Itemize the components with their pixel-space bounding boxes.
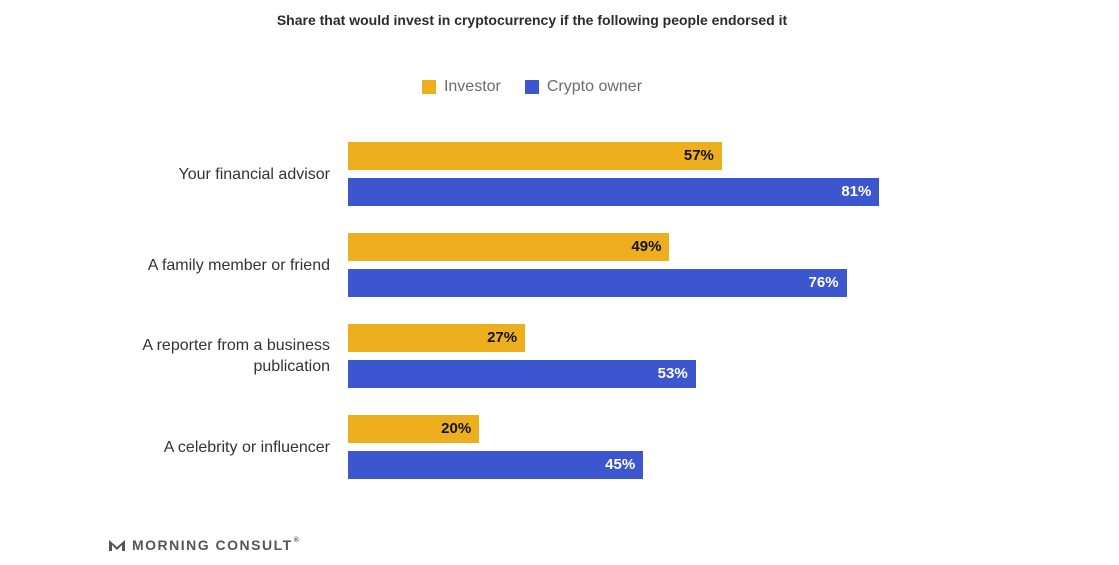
bar-investor-a-reporter-from-a-business-publication: 27% — [348, 324, 526, 352]
category-label-line: A celebrity or influencer — [163, 438, 330, 456]
data-label: 49% — [631, 238, 662, 255]
category-label-a-celebrity-or-influencer: A celebrity or influencer — [100, 437, 330, 458]
data-label: 81% — [841, 183, 872, 200]
data-label: 53% — [657, 365, 688, 382]
category-label-line: publication — [253, 358, 331, 375]
brand-logo: MORNING CONSULT® — [108, 537, 300, 553]
data-label: 76% — [808, 274, 839, 291]
data-label: 45% — [605, 456, 636, 473]
data-label: 20% — [441, 420, 472, 437]
bar-investor-a-celebrity-or-influencer: 20% — [348, 415, 480, 443]
bar-crypto-owner-your-financial-advisor: 81% — [348, 178, 880, 206]
bar-investor-your-financial-advisor: 57% — [348, 142, 722, 170]
logo-registered-mark: ® — [293, 537, 301, 544]
legend-label-crypto-owner: Crypto owner — [546, 78, 643, 95]
logo-text: MORNING CONSULT® — [132, 537, 301, 553]
morning-consult-m-icon — [109, 540, 125, 551]
category-label-a-family-member-or-friend: A family member or friend — [100, 255, 330, 276]
bar-crypto-owner-a-reporter-from-a-business-publication: 53% — [348, 360, 696, 388]
bar-investor-a-family-member-or-friend: 49% — [348, 233, 670, 261]
legend-swatch-investor — [421, 80, 436, 94]
legend-swatch-crypto-owner — [524, 80, 539, 94]
legend-label-investor: Investor — [443, 78, 501, 95]
category-label-line: A family member or friend — [147, 256, 330, 274]
category-label-a-reporter-from-a-business-publication: A reporter from a business publication — [100, 335, 330, 377]
bar-crypto-owner-a-family-member-or-friend: 76% — [348, 269, 847, 297]
legend: Investor Crypto owner — [0, 78, 1064, 96]
data-label: 57% — [683, 147, 714, 164]
legend-item-investor: Investor — [421, 78, 501, 96]
category-label-line: Your financial advisor — [178, 165, 331, 183]
chart-title: Share that would invest in cryptocurrenc… — [276, 12, 788, 28]
data-label: 27% — [487, 329, 518, 346]
category-label-your-financial-advisor: Your financial advisor — [100, 164, 331, 185]
bar-crypto-owner-a-celebrity-or-influencer: 45% — [348, 451, 644, 479]
legend-item-crypto-owner: Crypto owner — [524, 78, 643, 96]
category-label-line: A reporter from a business — [142, 337, 330, 354]
